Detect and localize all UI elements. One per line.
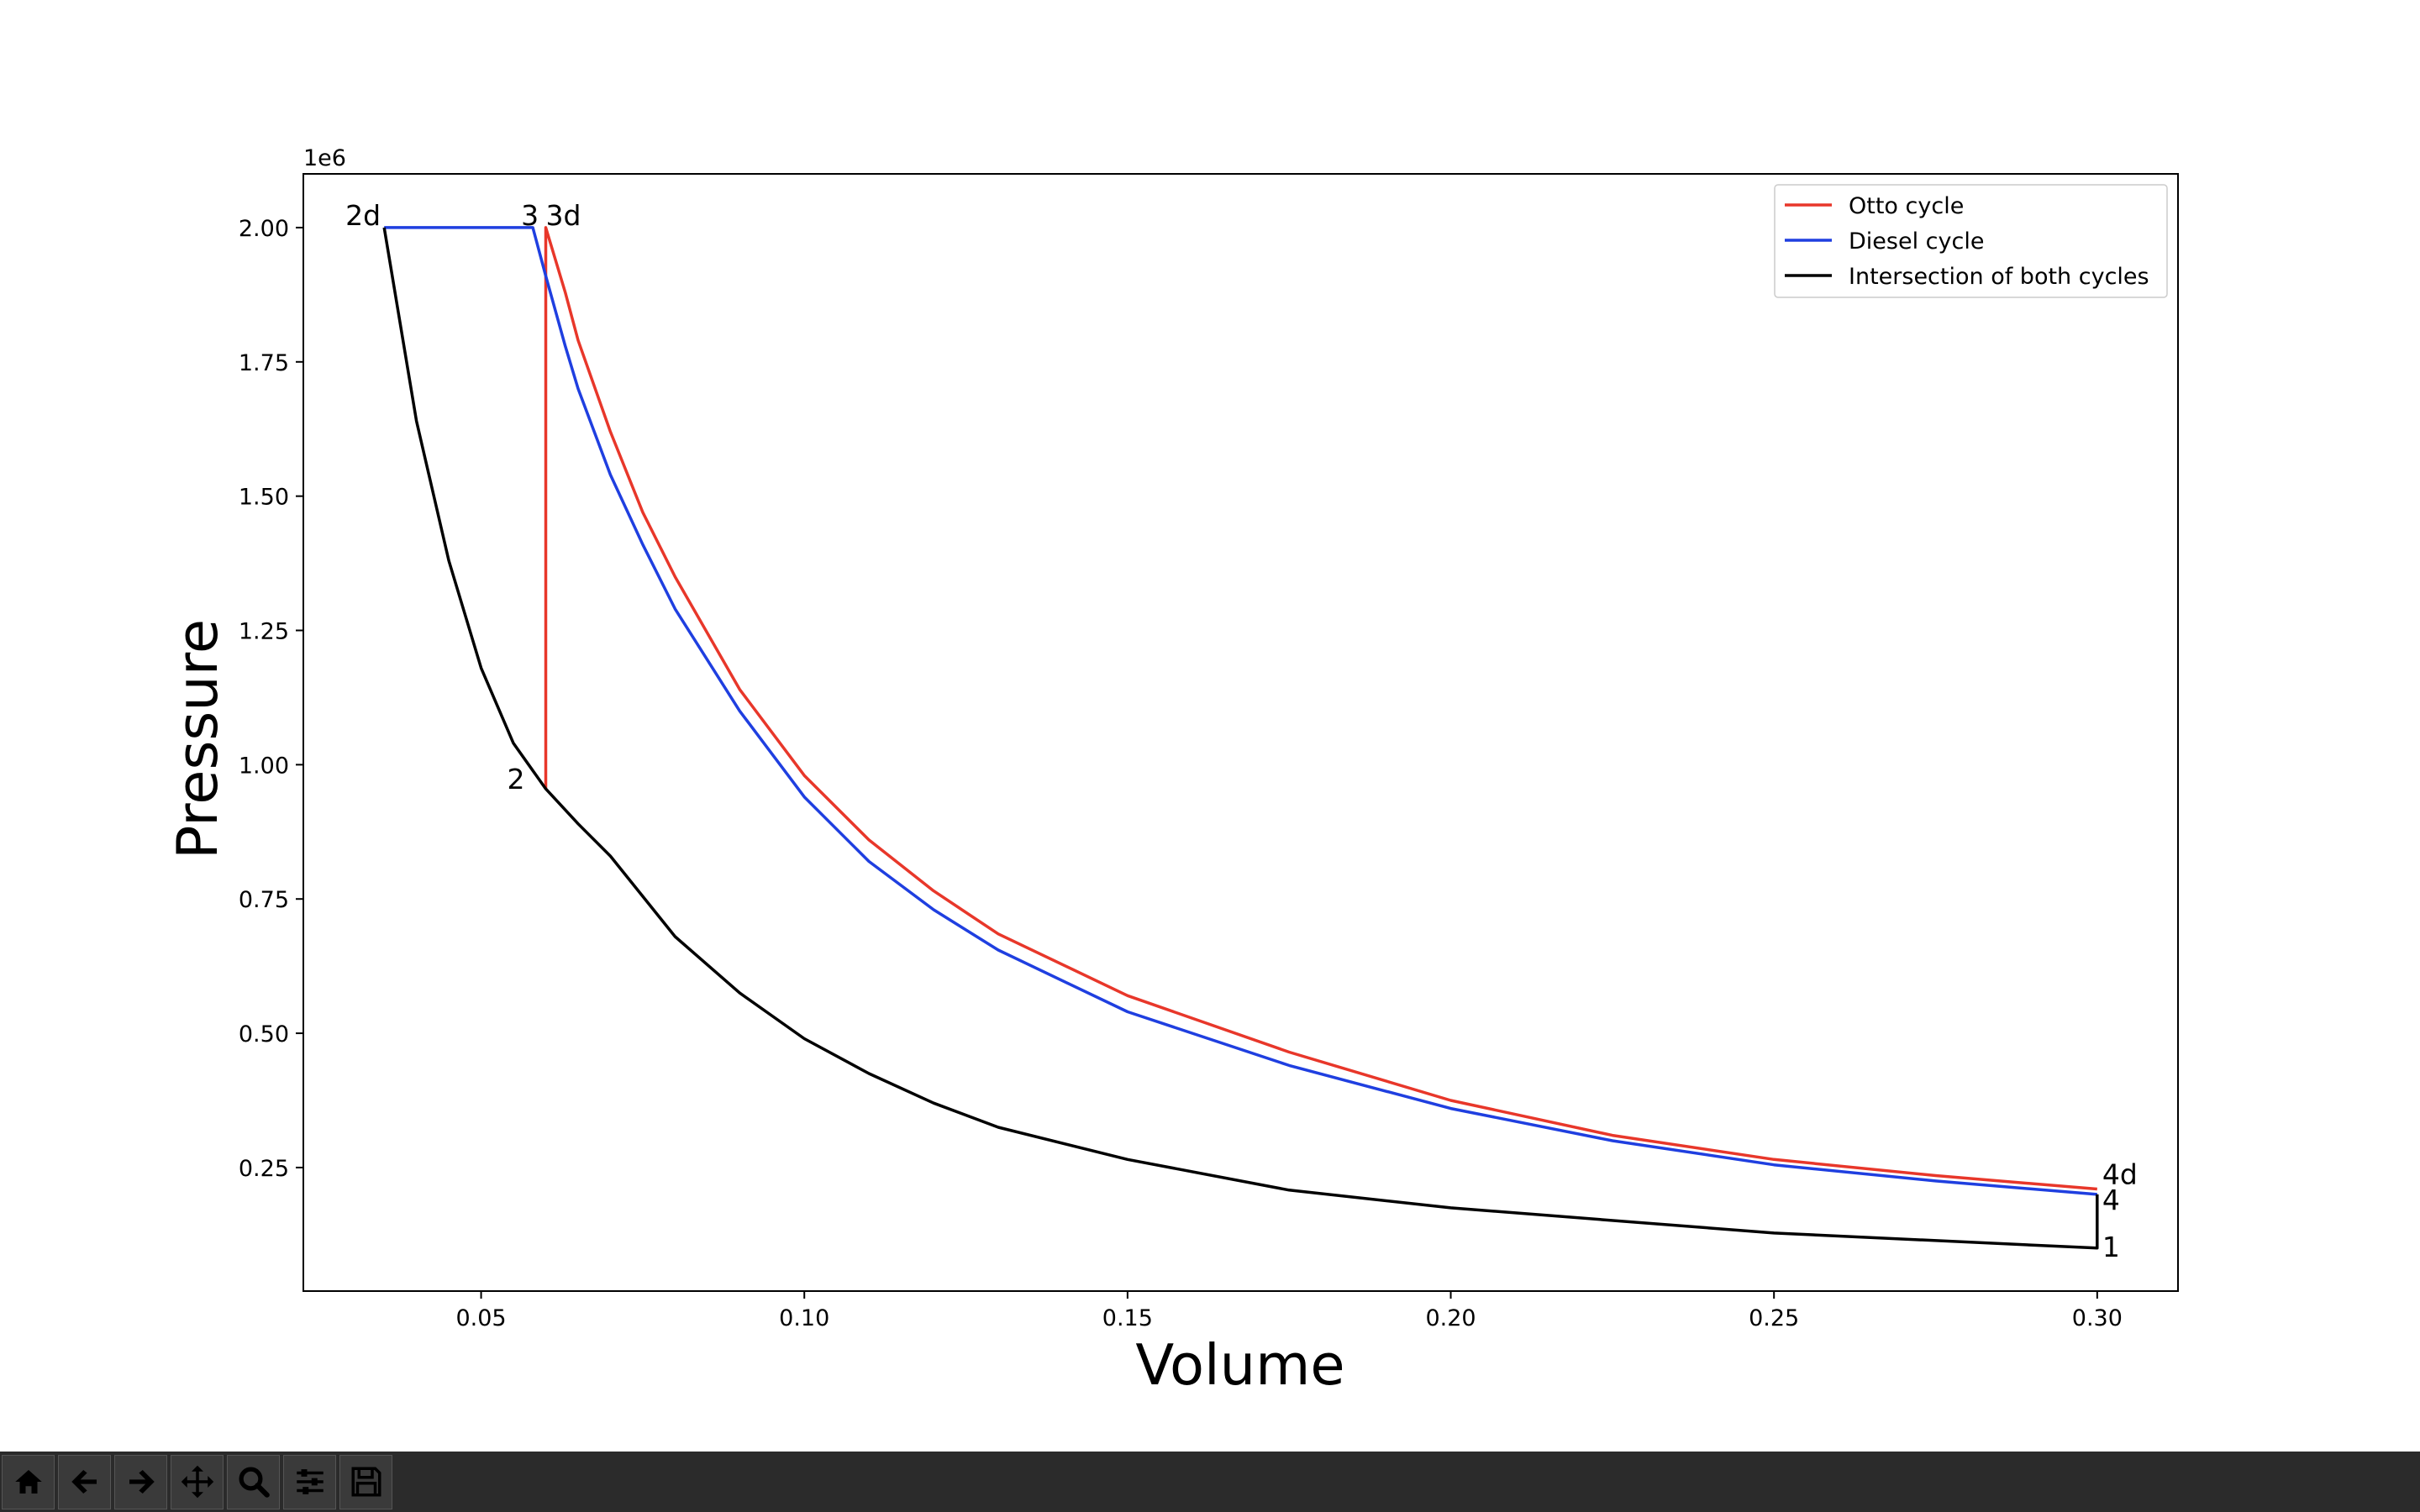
home-button[interactable] (2, 1454, 55, 1509)
legend-entry: Otto cycle (1849, 193, 1964, 219)
x-tick-label: 0.05 (455, 1305, 506, 1331)
series-line-otto (544, 226, 2097, 1191)
x-tick-label: 0.25 (1749, 1305, 1799, 1331)
legend-box (1774, 184, 2168, 298)
legend-entry: Diesel cycle (1849, 228, 1984, 255)
y-axis-label: Pressure (165, 619, 230, 859)
save-disk-icon (351, 1467, 381, 1497)
point-label: 3d (545, 199, 581, 232)
point-label: 2 (507, 763, 524, 795)
configure-subplots-icon (296, 1469, 324, 1494)
navigation-toolbar (0, 1452, 2420, 1512)
y-tick-label: 1.00 (239, 753, 289, 779)
zoom-magnifier-icon (239, 1467, 270, 1498)
pan-button[interactable] (171, 1454, 224, 1509)
x-tick-label: 0.10 (779, 1305, 829, 1331)
home-icon (14, 1470, 42, 1494)
pan-move-icon (181, 1465, 213, 1499)
back-button[interactable] (58, 1454, 111, 1509)
point-label: 3 (521, 199, 539, 232)
y-tick-label: 0.75 (239, 887, 289, 913)
x-tick-label: 0.20 (1425, 1305, 1476, 1331)
point-label: 1 (2102, 1231, 2120, 1263)
configure-subplots-button[interactable] (283, 1454, 336, 1509)
legend-entry: Intersection of both cycles (1849, 264, 2149, 290)
x-tick-label: 0.30 (2072, 1305, 2123, 1331)
legend: Otto cycle Diesel cycle Intersection of bo… (1774, 184, 2168, 298)
y-tick-label: 1.75 (239, 350, 289, 376)
chart: 0.05 0.10 0.15 0.20 0.25 0.30 0.25 0.50 0.75 1.0… (165, 145, 2179, 1398)
y-tick-label: 1.25 (239, 619, 289, 645)
x-axis-ticks: 0.05 0.10 0.15 0.20 0.25 0.30 (455, 1291, 2123, 1331)
zoom-button[interactable] (227, 1454, 280, 1509)
point-label: 4 (2102, 1184, 2120, 1216)
point-label: 2d (345, 199, 381, 232)
point-annotations: 2d 3 3d 2 4d4 1 (345, 199, 2138, 1263)
back-arrow-icon (71, 1470, 97, 1494)
y-tick-label: 1.50 (239, 485, 289, 511)
point-label: 4d (2102, 1158, 2138, 1191)
series-line-diesel (384, 226, 2097, 1196)
x-tick-label: 0.15 (1102, 1305, 1153, 1331)
forward-button[interactable] (114, 1454, 167, 1509)
y-tick-label: 0.25 (239, 1156, 289, 1182)
series-line-intersection (382, 227, 2099, 1250)
y-tick-label: 0.50 (239, 1021, 289, 1047)
figure-canvas: 0.05 0.10 0.15 0.20 0.25 0.30 0.25 0.50 0.75 1.0… (165, 145, 2179, 1398)
y-tick-label: 2.00 (239, 216, 289, 242)
series-lines (382, 226, 2099, 1250)
y-axis-offset-text: 1e6 (303, 145, 346, 171)
y-axis-ticks: 0.25 0.50 0.75 1.00 1.25 1.50 1.75 2.00 (239, 216, 303, 1182)
axes-frame (302, 173, 2179, 1292)
forward-arrow-icon (129, 1470, 155, 1494)
save-button[interactable] (339, 1454, 392, 1509)
x-axis-label: Volume (1135, 1332, 1344, 1398)
